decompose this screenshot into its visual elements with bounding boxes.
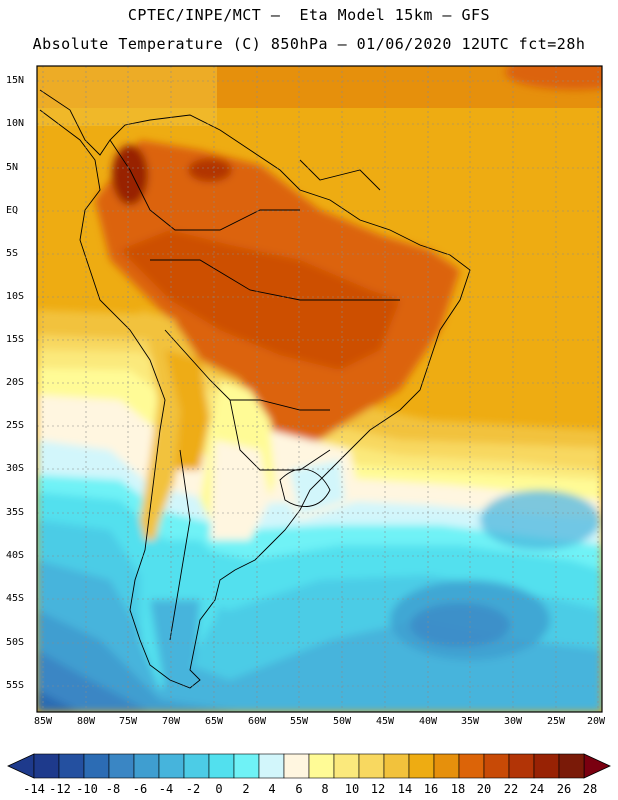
lat-label: 55S [6, 680, 25, 691]
colorbar-label: 14 [397, 782, 413, 796]
lat-label: 5S [6, 248, 19, 259]
colorbar-label: 6 [295, 782, 303, 796]
lon-label: 20W [586, 716, 606, 727]
lon-label: 50W [332, 716, 352, 727]
lat-label: 10N [6, 118, 25, 129]
lat-label: 20S [6, 377, 25, 388]
lon-label: 60W [247, 716, 267, 727]
colorbar-swatch [358, 753, 385, 779]
colorbar-swatch [508, 753, 535, 779]
lat-label: 15S [6, 334, 25, 345]
colorbar-label: 18 [450, 782, 466, 796]
lat-label: EQ [6, 205, 19, 216]
lon-label: 80W [76, 716, 96, 727]
colorbar-swatch [458, 753, 485, 779]
map-frame [36, 65, 603, 713]
lon-label: 35W [460, 716, 480, 727]
colorbar-label: 16 [423, 782, 439, 796]
colorbar-swatch [158, 753, 185, 779]
lat-label: 45S [6, 593, 25, 604]
colorbar-swatch [33, 753, 60, 779]
colorbar [7, 753, 611, 779]
colorbar-swatch [533, 753, 560, 779]
lon-label: 45W [375, 716, 395, 727]
colorbar-swatch [433, 753, 460, 779]
lat-label: 10S [6, 291, 25, 302]
colorbar-label: 22 [503, 782, 519, 796]
lat-label: 30S [6, 463, 25, 474]
colorbar-label: -12 [49, 782, 71, 796]
lon-label: 25W [546, 716, 566, 727]
coastlines-and-borders [39, 89, 471, 689]
colorbar-swatch [333, 753, 360, 779]
colorbar-label: 10 [344, 782, 360, 796]
lon-label: 55W [289, 716, 309, 727]
colorbar-swatch [183, 753, 210, 779]
colorbar-label: -2 [185, 782, 201, 796]
lon-label: 30W [503, 716, 523, 727]
lon-label: 70W [161, 716, 181, 727]
colorbar-label: 26 [556, 782, 572, 796]
colorbar-label: -8 [105, 782, 121, 796]
colorbar-label: 20 [476, 782, 492, 796]
colorbar-label: -10 [76, 782, 98, 796]
graticule [37, 66, 602, 712]
colorbar-swatch [558, 753, 585, 779]
colorbar-label: 28 [582, 782, 598, 796]
lat-label: 50S [6, 637, 25, 648]
colorbar-swatch [108, 753, 135, 779]
colorbar-swatch [308, 753, 335, 779]
lon-label: 85W [33, 716, 53, 727]
lat-label: 15N [6, 75, 25, 86]
lon-label: 40W [418, 716, 438, 727]
colorbar-label: 2 [242, 782, 250, 796]
colorbar-max-arrow [583, 753, 611, 779]
lon-label: 75W [118, 716, 138, 727]
colorbar-label: -14 [23, 782, 45, 796]
colorbar-label: -4 [158, 782, 174, 796]
colorbar-label: 12 [370, 782, 386, 796]
colorbar-swatch [208, 753, 235, 779]
lon-label: 65W [204, 716, 224, 727]
colorbar-swatch [283, 753, 310, 779]
colorbar-swatch [383, 753, 410, 779]
map-title-line-2: Absolute Temperature (C) 850hPa – 01/06/… [32, 35, 586, 53]
colorbar-label: 24 [529, 782, 545, 796]
colorbar-swatch [133, 753, 160, 779]
colorbar-label: -6 [132, 782, 148, 796]
colorbar-swatch [483, 753, 510, 779]
colorbar-label: 0 [215, 782, 223, 796]
colorbar-min-arrow [7, 753, 35, 779]
colorbar-swatch [83, 753, 110, 779]
lat-label: 25S [6, 420, 25, 431]
colorbar-swatch [258, 753, 285, 779]
colorbar-label: 4 [268, 782, 276, 796]
map-title-line-1: CPTEC/INPE/MCT – Eta Model 15km – GFS [127, 6, 491, 24]
colorbar-label: 8 [321, 782, 329, 796]
colorbar-swatch [408, 753, 435, 779]
lat-label: 35S [6, 507, 25, 518]
colorbar-swatch [233, 753, 260, 779]
lat-label: 40S [6, 550, 25, 561]
lat-label: 5N [6, 162, 19, 173]
colorbar-swatch [58, 753, 85, 779]
